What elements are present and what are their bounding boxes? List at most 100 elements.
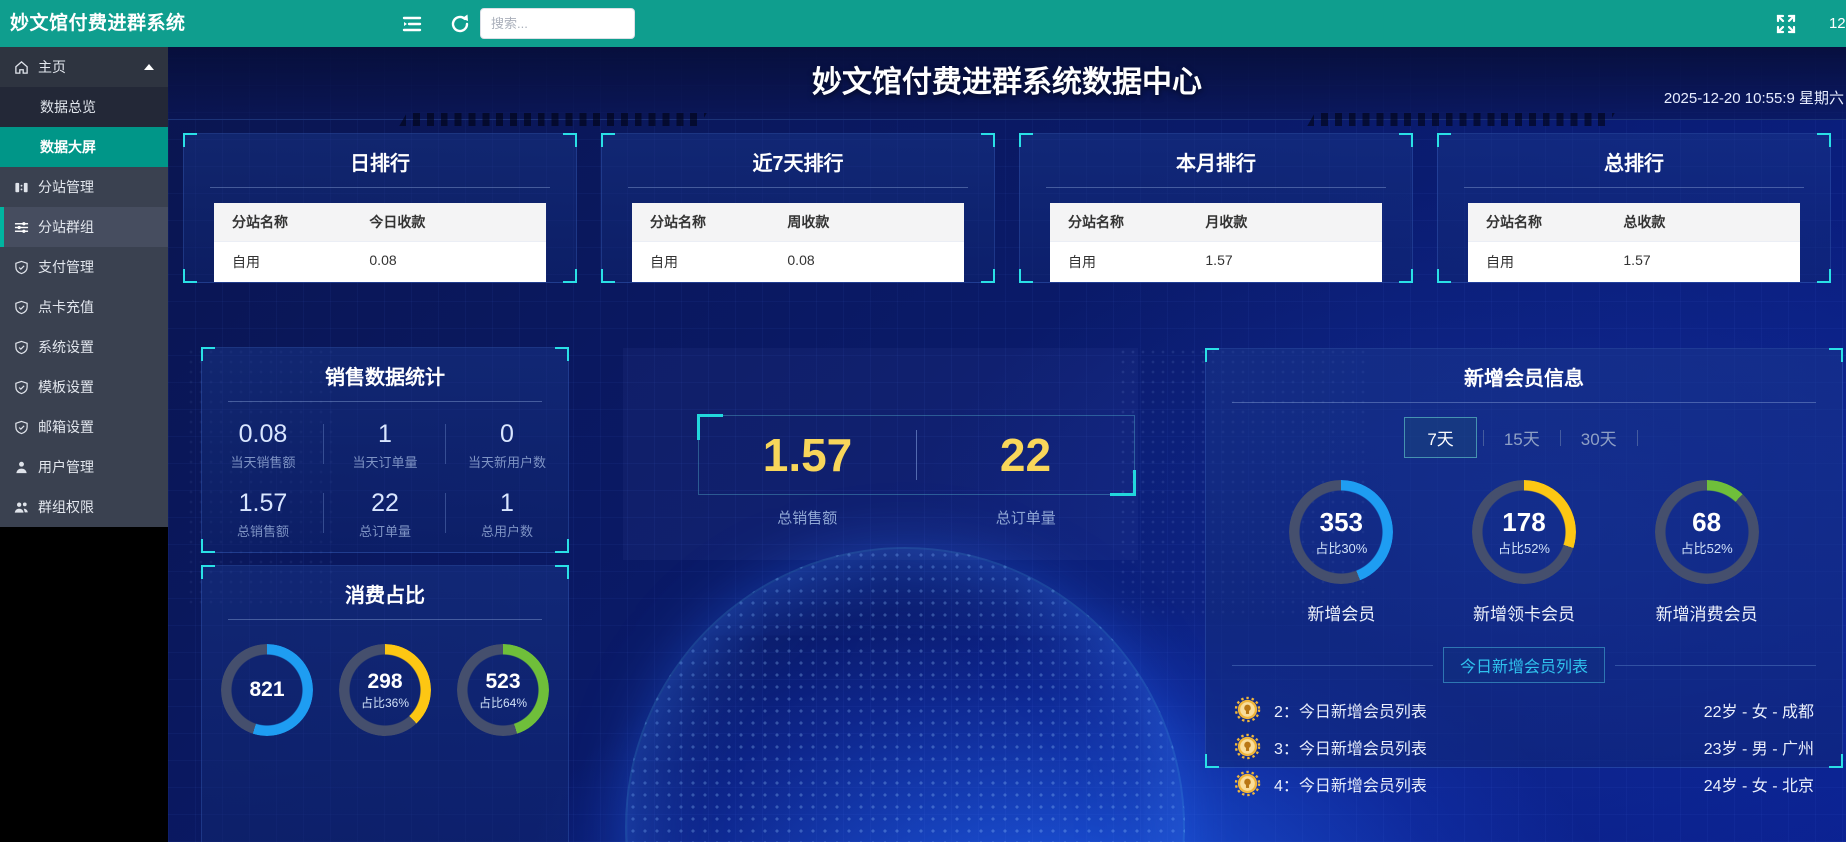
- donut-card-members: 178 占比52% 新增领卡会员: [1471, 480, 1576, 625]
- consume-donuts: 821 298 占比36% 523 占比64%: [202, 644, 568, 736]
- sidebar-item-substation-groups[interactable]: 分站群组: [0, 207, 168, 247]
- home-icon: [14, 60, 29, 75]
- total-sales-value: 1.57: [762, 429, 853, 481]
- donut-consume-members: 68 占比52% 新增消费会员: [1654, 480, 1759, 625]
- sidebar-item-mail-settings[interactable]: 邮箱设置: [0, 407, 168, 447]
- ranking-row: 日排行 分站名称 今日收款 自用 0.08 近7天排行 分站名称 周收款 自用 0.08…: [183, 133, 1831, 283]
- stat-total-orders: 22 总订单量: [324, 479, 446, 548]
- globe-decoration: [625, 547, 1185, 842]
- divider: [1046, 187, 1386, 188]
- shield-check-icon: [14, 300, 29, 315]
- datetime: 2025-12-20 10:55:9 星期六: [1663, 90, 1844, 107]
- user-icon: [14, 460, 29, 475]
- donut-ring: [339, 644, 431, 736]
- ranking-table: 分站名称 总收款 自用 1.57: [1468, 203, 1800, 282]
- sidebar-item-substation-manage[interactable]: 分站管理: [0, 167, 168, 207]
- card-title: 销售数据统计: [325, 367, 445, 389]
- tab-separator: [1559, 429, 1561, 446]
- total-orders-label: 总订单量: [995, 510, 1056, 527]
- sidebar-item-data-screen[interactable]: 数据大屏: [0, 127, 168, 167]
- ranking-table: 分站名称 周收款 自用 0.08: [632, 203, 964, 282]
- stats-grid: 0.08 当天销售额 1 当天订单量 0 当天新用户数 1.57 总销售额 22 总订单量…: [202, 410, 568, 548]
- username[interactable]: 123: [1828, 15, 1846, 32]
- list-item: 3：今日新增会员列表 23岁 - 男 - 广州: [1206, 728, 1842, 765]
- total-sales-label: 总销售额: [777, 510, 838, 527]
- sidebar-item-group-permissions[interactable]: 群组权限: [0, 487, 168, 527]
- medal-icon: [1234, 770, 1261, 797]
- columns-icon: [14, 180, 29, 195]
- fullscreen-icon[interactable]: [1774, 12, 1798, 36]
- hatch-decoration: [399, 113, 707, 126]
- hatch-decoration: [1307, 113, 1615, 126]
- totals-box: 1.57 22: [697, 414, 1136, 496]
- ranking-card-daily: 日排行 分站名称 今日收款 自用 0.08: [183, 133, 577, 283]
- sidebar-item-card-recharge[interactable]: 点卡充值: [0, 287, 168, 327]
- list-item: 4：今日新增会员列表 24岁 - 女 - 北京: [1206, 765, 1842, 802]
- today-member-list-button[interactable]: 今日新增会员列表: [1443, 647, 1606, 683]
- donut-ring: [1654, 480, 1759, 584]
- search-input[interactable]: [480, 8, 635, 39]
- divider: [628, 187, 968, 188]
- card-title: 总排行: [1604, 153, 1664, 175]
- table-row: 自用 1.57: [1486, 252, 1651, 270]
- sidebar-item-template-settings[interactable]: 模板设置: [0, 367, 168, 407]
- card-title: 新增会员信息: [1464, 368, 1584, 390]
- sidebar-filler: [0, 527, 168, 842]
- tab-30days[interactable]: 30天: [1580, 430, 1617, 449]
- divider: [228, 619, 542, 620]
- sidebar: 主页 数据总览 数据大屏 分站管理 分站群组: [0, 47, 168, 842]
- tab-7days[interactable]: 7天: [1404, 417, 1477, 458]
- ranking-card-total: 总排行 分站名称 总收款 自用 1.57: [1437, 133, 1831, 283]
- sliders-icon: [14, 220, 29, 235]
- member-donuts: 353 占比30% 新增会员 178 占比52% 新增领卡会员 68 占比52%: [1206, 480, 1842, 625]
- center-panel: [623, 348, 1138, 560]
- stat-today-sales: 0.08 当天销售额: [202, 410, 324, 479]
- divider: [1232, 402, 1816, 403]
- shield-check-icon: [14, 420, 29, 435]
- menu-fold-icon[interactable]: [400, 12, 424, 36]
- topbar: 妙文馆付费进群系统 123: [0, 0, 1846, 47]
- divider: [210, 187, 550, 188]
- donut-ring: [1289, 480, 1394, 584]
- tab-15days[interactable]: 15天: [1503, 430, 1540, 449]
- sidebar-item-user-manage[interactable]: 用户管理: [0, 447, 168, 487]
- stat-today-newusers: 0 当天新用户数: [467, 420, 546, 470]
- member-list-header: 今日新增会员列表: [1206, 647, 1842, 683]
- refresh-icon[interactable]: [448, 12, 472, 36]
- medal-icon: [1234, 696, 1261, 723]
- page-title: 妙文馆付费进群系统数据中心: [812, 66, 1202, 99]
- sales-stats-card: 销售数据统计 0.08 当天销售额 1 当天订单量 0 当天新用户数 1.57 总销售额…: [201, 347, 569, 553]
- ranking-card-7days: 近7天排行 分站名称 周收款 自用 0.08: [601, 133, 995, 283]
- card-title: 近7天排行: [752, 153, 844, 175]
- list-item: 2：今日新增会员列表 22岁 - 女 - 成都: [1206, 691, 1842, 728]
- sidebar-item-data-overview[interactable]: 数据总览: [0, 87, 168, 127]
- sidebar-item-payment-manage[interactable]: 支付管理: [0, 247, 168, 287]
- donut-consume-total: 821: [221, 644, 313, 736]
- divider: [916, 430, 917, 480]
- donut-new-members: 353 占比30% 新增会员: [1289, 480, 1394, 625]
- shield-check-icon: [14, 380, 29, 395]
- ranking-table: 分站名称 月收款 自用 1.57: [1050, 203, 1382, 282]
- consume-ratio-card: 消费占比 821 298 占比36% 523 占比64%: [201, 565, 569, 842]
- medal-icon: [1234, 733, 1261, 760]
- tab-separator: [1636, 429, 1638, 446]
- donut-ring: [221, 644, 313, 736]
- sidebar-item-system-settings[interactable]: 系统设置: [0, 327, 168, 367]
- new-members-card: 新增会员信息 7天 15天 30天 353 占比30% 新增会员: [1205, 348, 1843, 797]
- total-orders-value: 22: [999, 429, 1052, 481]
- totals-labels: 总销售额 总订单量: [698, 507, 1135, 528]
- stat-total-sales: 1.57 总销售额: [202, 479, 324, 548]
- donut-consume-3: 523 占比64%: [457, 644, 549, 736]
- divider: [1464, 187, 1804, 188]
- main-dashboard: 妙文馆付费进群系统数据中心 2025-12-20 10:55:9 星期六 日排行…: [168, 47, 1846, 842]
- table-row: 自用 0.08: [650, 252, 815, 270]
- stat-total-users: 1 总用户数: [480, 489, 533, 539]
- sidebar-item-home[interactable]: 主页: [0, 47, 168, 87]
- donut-ring: [1471, 480, 1576, 584]
- donut-ring: [457, 644, 549, 736]
- stat-today-orders: 1 当天订单量: [324, 410, 446, 479]
- tab-separator: [1482, 429, 1484, 446]
- card-title: 消费占比: [345, 585, 425, 607]
- card-title: 本月排行: [1176, 153, 1256, 175]
- table-row: 自用 0.08: [232, 252, 397, 270]
